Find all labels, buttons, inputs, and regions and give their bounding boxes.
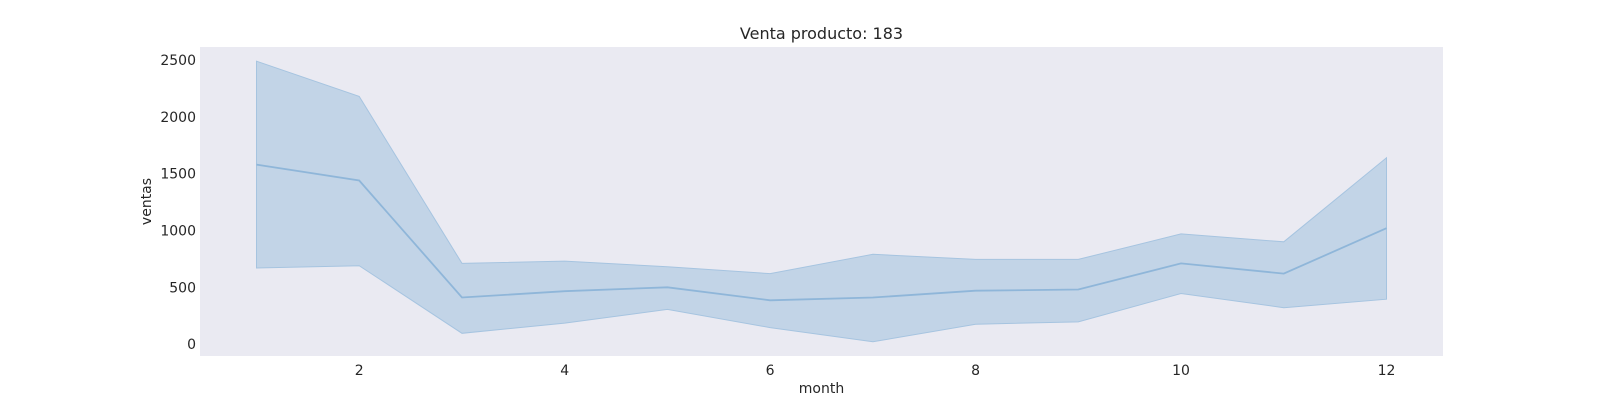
y-tick-label: 1500 <box>160 167 196 183</box>
chart-title: Venta producto: 183 <box>740 24 903 43</box>
confidence-band <box>256 60 1387 343</box>
y-axis-label: ventas <box>139 178 155 225</box>
series-line <box>256 163 1387 302</box>
x-axis-label: month <box>799 381 844 397</box>
x-tick-label: 12 <box>1378 363 1396 379</box>
y-tick-label: 2500 <box>160 53 196 69</box>
x-tick-label: 6 <box>766 363 775 379</box>
y-tick-label: 2000 <box>160 110 196 126</box>
x-tick-label: 4 <box>560 363 569 379</box>
y-tick-label: 500 <box>169 280 196 296</box>
x-tick-label: 10 <box>1172 363 1190 379</box>
x-tick-label: 2 <box>355 363 364 379</box>
y-tick-label: 0 <box>187 337 196 353</box>
y-tick-label: 1000 <box>160 223 196 239</box>
x-tick-label: 8 <box>971 363 980 379</box>
